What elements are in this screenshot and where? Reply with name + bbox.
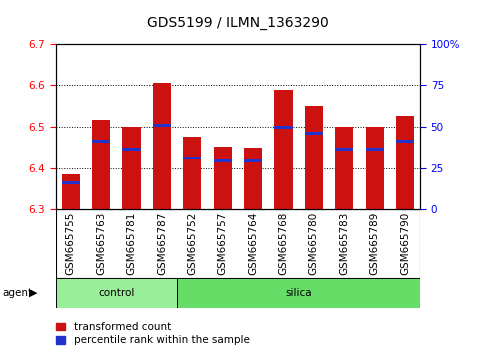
Text: GSM665783: GSM665783: [339, 212, 349, 275]
Bar: [122, 127, 141, 209]
Text: GSM665755: GSM665755: [66, 212, 76, 275]
Bar: [274, 90, 293, 209]
Text: GSM665780: GSM665780: [309, 212, 319, 275]
Bar: [183, 156, 201, 160]
Bar: [213, 159, 232, 161]
Bar: [244, 159, 262, 161]
Bar: [92, 120, 110, 209]
Text: silica: silica: [285, 288, 312, 298]
Bar: [335, 127, 354, 209]
Bar: [274, 126, 293, 129]
Text: GDS5199 / ILMN_1363290: GDS5199 / ILMN_1363290: [147, 16, 329, 30]
Bar: [244, 148, 262, 209]
Bar: [153, 83, 171, 209]
Bar: [335, 148, 354, 151]
Text: control: control: [98, 288, 134, 298]
Bar: [305, 132, 323, 135]
Text: GSM665752: GSM665752: [187, 212, 197, 275]
Text: ▶: ▶: [28, 288, 37, 298]
Text: GSM665757: GSM665757: [218, 212, 227, 275]
Text: GSM665789: GSM665789: [369, 212, 380, 275]
Bar: [396, 116, 414, 209]
Text: agent: agent: [2, 288, 32, 298]
Bar: [305, 106, 323, 209]
Bar: [62, 181, 80, 184]
Bar: [153, 124, 171, 127]
Bar: [366, 127, 384, 209]
Text: GSM665790: GSM665790: [400, 212, 410, 275]
Bar: [92, 140, 110, 143]
Text: GSM665781: GSM665781: [127, 212, 137, 275]
Bar: [122, 148, 141, 151]
Bar: [396, 140, 414, 143]
Bar: [183, 137, 201, 209]
Bar: [213, 147, 232, 209]
Bar: [56, 278, 177, 308]
Text: GSM665763: GSM665763: [96, 212, 106, 275]
Text: GSM665787: GSM665787: [157, 212, 167, 275]
Legend: transformed count, percentile rank within the sample: transformed count, percentile rank withi…: [56, 322, 250, 345]
Bar: [62, 174, 80, 209]
Text: GSM665764: GSM665764: [248, 212, 258, 275]
Bar: [366, 148, 384, 151]
Text: GSM665768: GSM665768: [279, 212, 288, 275]
Bar: [177, 278, 420, 308]
